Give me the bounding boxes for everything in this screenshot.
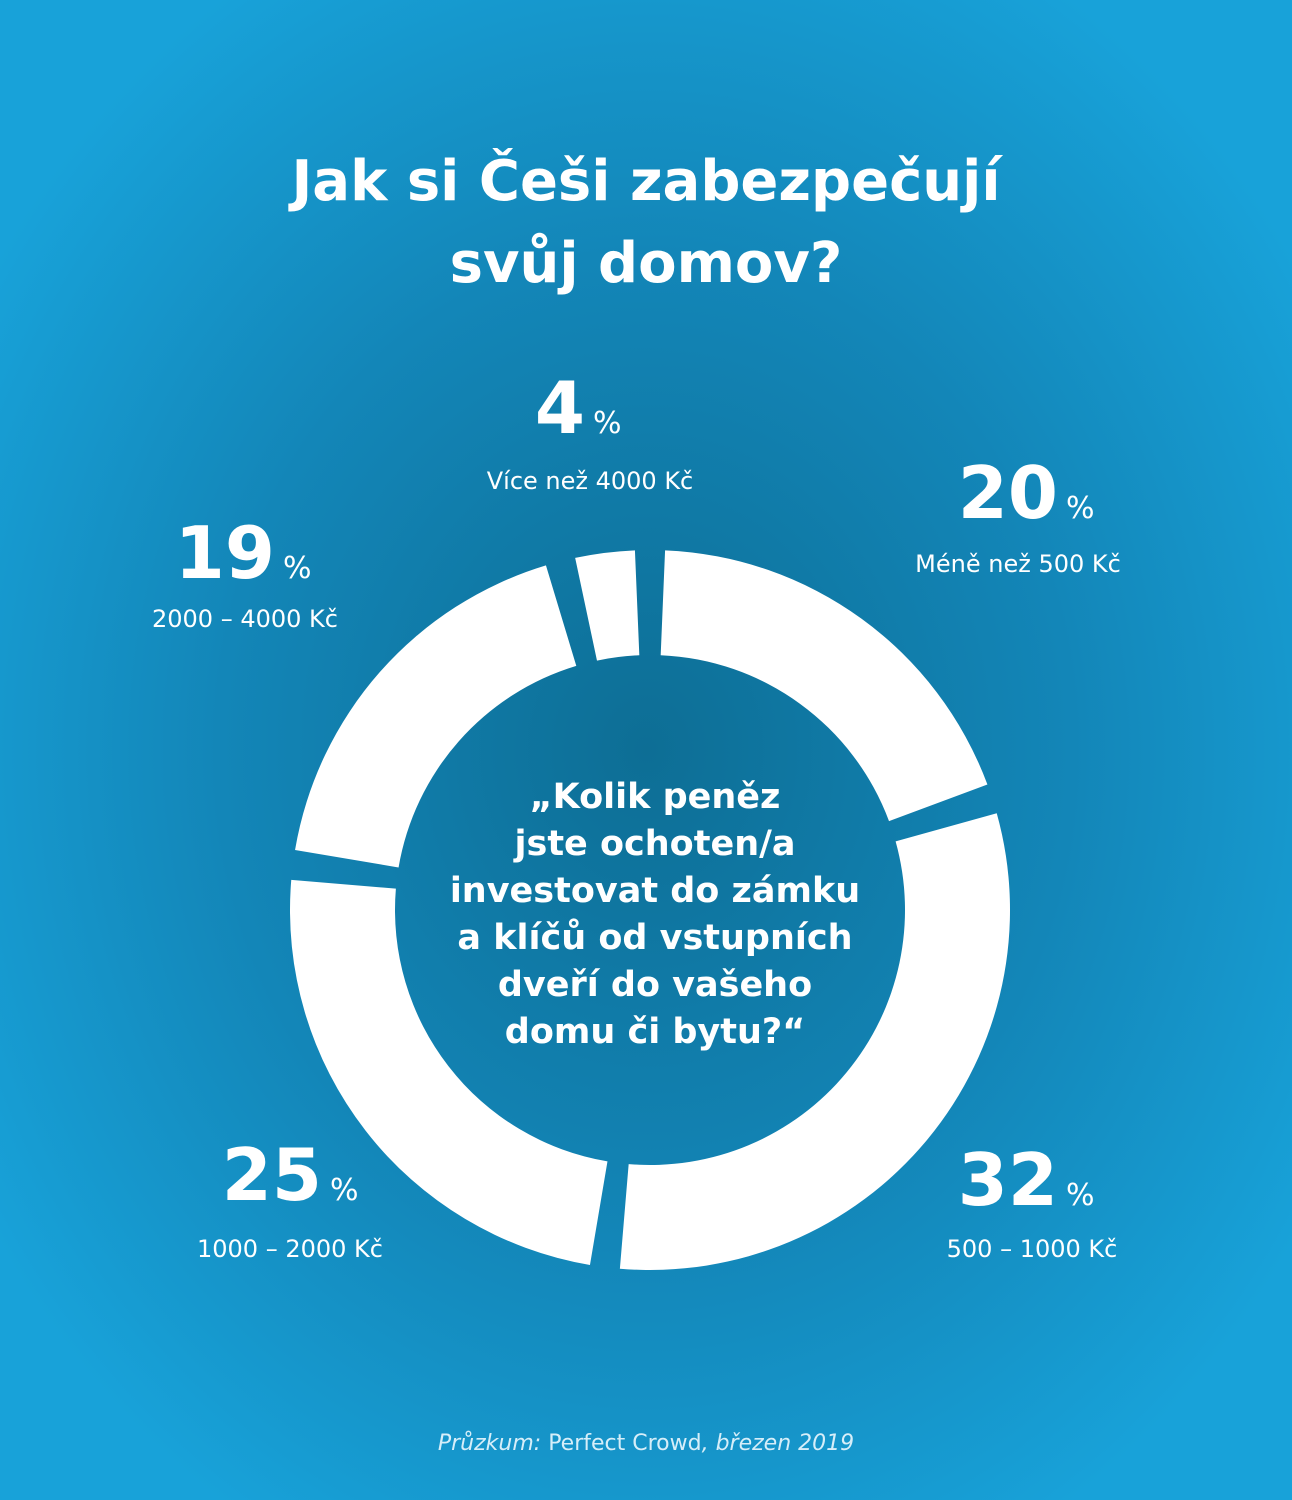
- center-text: „Kolik peněz: [530, 777, 781, 817]
- value-unit: %: [593, 406, 622, 441]
- value-label: 25: [222, 1133, 322, 1217]
- category-label: 1000 – 2000 Kč: [197, 1235, 383, 1263]
- value-unit: %: [1066, 1178, 1095, 1213]
- value-unit: %: [283, 551, 312, 586]
- source-label: Průzkum:: [438, 1430, 541, 1456]
- value-unit: %: [330, 1173, 359, 1208]
- title: Jak si Češi zabezpečují: [287, 149, 1003, 214]
- value-label: 32: [958, 1138, 1058, 1222]
- donut-segment: [295, 565, 577, 868]
- value-label: 20: [958, 451, 1058, 535]
- title: svůj domov?: [450, 231, 843, 296]
- source-name: Perfect Crowd: [548, 1431, 701, 1456]
- source-date: , březen 2019: [702, 1431, 855, 1456]
- category-label: Více než 4000 Kč: [487, 467, 694, 495]
- donut-segment: [289, 879, 608, 1265]
- donut-segment: [660, 550, 988, 822]
- center-text: dveří do vašeho: [498, 965, 812, 1005]
- donut-segment: [619, 813, 1010, 1270]
- value-label: 4: [535, 366, 585, 450]
- center-text: investovat do zámku: [450, 871, 860, 911]
- center-text: domu či bytu?“: [505, 1012, 805, 1052]
- value-label: 19: [175, 511, 275, 595]
- category-label: Méně než 500 Kč: [915, 550, 1121, 578]
- value-unit: %: [1066, 491, 1095, 526]
- category-label: 2000 – 4000 Kč: [152, 605, 338, 633]
- category-label: 500 – 1000 Kč: [947, 1235, 1118, 1263]
- center-text: a klíčů od vstupních: [457, 917, 852, 958]
- donut-segment: [575, 550, 640, 661]
- center-text: jste ochoten/a: [512, 824, 795, 864]
- source: Průzkum: Perfect Crowd, březen 2019: [438, 1430, 854, 1456]
